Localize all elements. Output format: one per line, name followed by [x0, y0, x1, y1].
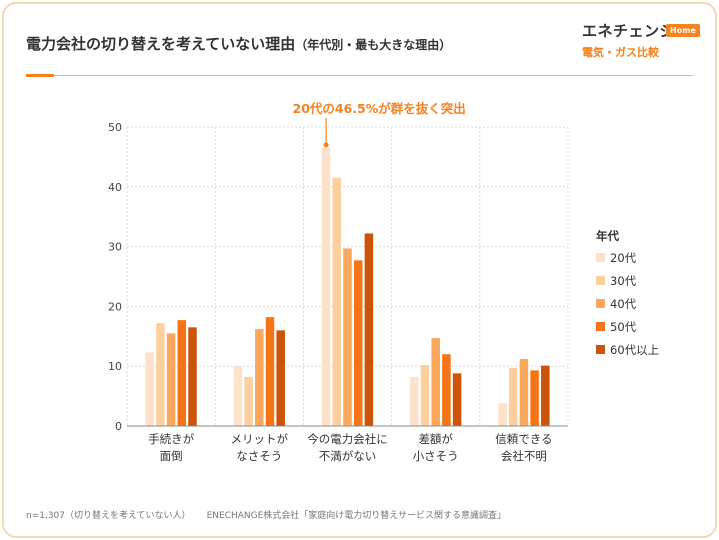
bar: [353, 260, 363, 426]
legend-label: 30代: [610, 274, 637, 288]
bar: [498, 403, 507, 426]
bar: [508, 367, 518, 426]
y-tick-label: 30: [108, 241, 122, 254]
bar: [410, 376, 419, 426]
y-tick-label: 40: [108, 181, 122, 194]
bar: [420, 365, 430, 426]
bar: [244, 376, 253, 426]
x-tick-label: 手続きが: [148, 432, 194, 446]
x-tick-label: 今の電力会社に: [307, 432, 388, 446]
bar: [276, 330, 285, 426]
bar: [332, 177, 342, 426]
x-tick-label: 差額が: [418, 432, 453, 446]
legend-title: 年代: [596, 229, 619, 243]
bar: [177, 320, 187, 426]
footer-note: n=1,307（切り替えを考えていない人）: [26, 511, 191, 521]
bar: [166, 333, 176, 426]
title-divider: [26, 75, 693, 76]
page-title: 電力会社の切り替えを考えていない理由（年代別・最も大きな理由）: [26, 33, 451, 54]
x-tick-label: 会社不明: [501, 449, 547, 463]
bar: [145, 352, 154, 426]
legend-swatch: [596, 276, 605, 285]
legend-swatch: [596, 345, 605, 354]
bar: [519, 359, 529, 426]
x-tick-label: 信頼できる: [495, 432, 552, 446]
y-tick-label: 0: [115, 420, 122, 433]
brand-badge: Home: [666, 24, 700, 37]
bar: [255, 329, 264, 426]
x-tick-label: 不満がない: [319, 449, 377, 463]
x-tick-label: 面倒: [160, 449, 183, 463]
y-tick-label: 10: [108, 360, 122, 373]
y-tick-label: 50: [108, 121, 122, 134]
subtitle-text: （年代別・最も大きな理由）: [295, 38, 452, 52]
x-tick-label: 小さそう: [413, 449, 459, 463]
bar: [188, 327, 197, 426]
brand-name: エネチェンジ: [582, 22, 676, 40]
title-text: 電力会社の切り替えを考えていない理由: [26, 35, 296, 53]
brand-logo[interactable]: エネチェンジ Home 電気・ガス比較: [582, 20, 702, 62]
x-tick-label: なさそう: [236, 449, 282, 463]
bar: [530, 370, 539, 426]
legend-swatch: [596, 299, 605, 308]
legend-swatch: [596, 322, 605, 331]
annotation-dot: [323, 142, 329, 148]
legend-swatch: [596, 253, 605, 262]
bar: [156, 323, 165, 426]
bar: [265, 317, 275, 426]
bar: [442, 354, 451, 426]
footer: n=1,307（切り替えを考えていない人） ENECHANGE株式会社「家庭向け電…: [26, 508, 506, 521]
legend-label: 50代: [610, 320, 637, 334]
y-tick-label: 20: [108, 300, 122, 313]
legend-label: 40代: [610, 297, 637, 311]
bar: [364, 233, 374, 426]
brand-tagline: 電気・ガス比較: [582, 46, 659, 59]
bar: [452, 373, 462, 426]
annotation-label: 20代の46.5%が群を抜く突出: [293, 101, 466, 116]
bar: [321, 147, 331, 426]
x-tick-label: メリットが: [231, 432, 289, 446]
legend-label: 60代以上: [610, 343, 659, 357]
bar: [431, 338, 440, 426]
bar: [233, 366, 243, 426]
title-divider-accent: [26, 74, 54, 77]
bar: [343, 248, 352, 426]
legend-label: 20代: [610, 251, 637, 265]
footer-source: ENECHANGE株式会社「家庭向け電力切り替えサービス関する意識調査」: [206, 511, 507, 521]
bar: [541, 365, 550, 426]
